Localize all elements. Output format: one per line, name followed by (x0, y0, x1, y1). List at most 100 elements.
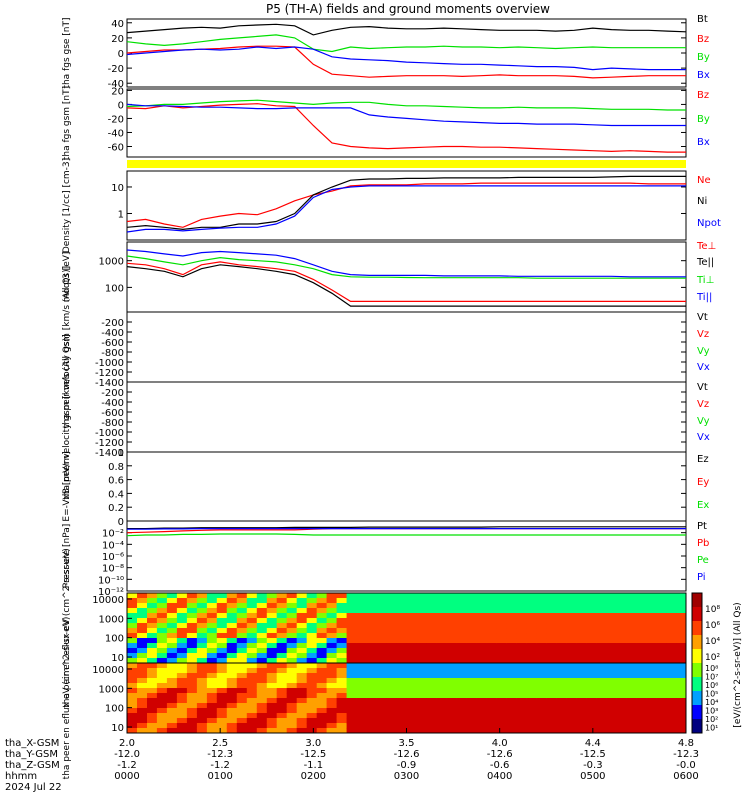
spec-cell (346, 693, 358, 699)
spec-cell (147, 723, 158, 729)
spec-cell (356, 663, 368, 669)
spec-cell (666, 728, 677, 734)
spec-cell (356, 683, 368, 689)
spec-cell (586, 698, 597, 704)
spec-cell (526, 713, 537, 719)
spec-cell (536, 678, 547, 684)
spec-cell (406, 618, 417, 624)
spec-cell (486, 638, 497, 644)
spec-cell (276, 593, 288, 599)
spec-cell (446, 668, 457, 674)
spec-cell (346, 688, 358, 694)
x-tick-label: 4.4 (585, 738, 601, 749)
spec-cell (426, 673, 437, 679)
spec-cell (586, 683, 597, 689)
y-tick-label: 0 (118, 49, 124, 60)
spec-cell (336, 698, 348, 704)
spec-cell (226, 703, 238, 709)
spec-cell (616, 658, 627, 664)
spec-cell (416, 668, 427, 674)
spec-cell (336, 713, 348, 719)
spec-cell (266, 673, 278, 679)
spec-cell (476, 688, 487, 694)
y-tick-label: 100 (105, 634, 124, 645)
spec-cell (147, 668, 158, 674)
colorbar-tick: 10² (705, 715, 718, 724)
spec-cell (436, 653, 447, 659)
x-tick-label: -12.5 (580, 749, 606, 760)
spec-cell (436, 598, 447, 604)
spec-cell (147, 598, 158, 604)
spec-cell (556, 638, 567, 644)
spec-cell (676, 633, 687, 639)
spec-cell (496, 648, 507, 654)
spec-cell (666, 603, 677, 609)
spec-cell (137, 623, 148, 629)
spec-cell (186, 638, 198, 644)
spec-cell (626, 608, 637, 614)
spec-cell (127, 683, 138, 689)
spec-cell (186, 723, 198, 729)
spec-cell (216, 693, 228, 699)
spec-cell (176, 728, 188, 734)
spec-cell (506, 593, 517, 599)
y-tick-label: 100 (105, 283, 124, 294)
spec-cell (246, 668, 258, 674)
spec-cell (636, 728, 647, 734)
spec-cell (266, 693, 278, 699)
spec-cell (196, 728, 208, 734)
spec-cell (266, 688, 278, 694)
spec-cell (326, 648, 338, 654)
spec-cell (546, 668, 557, 674)
spec-cell (636, 623, 647, 629)
spec-cell (386, 613, 397, 619)
spec-cell (636, 643, 647, 649)
spec-cell (336, 673, 348, 679)
spec-cell (556, 658, 567, 664)
spec-cell (296, 728, 308, 734)
spec-cell (596, 718, 607, 724)
spec-cell (616, 713, 627, 719)
spec-cell (466, 628, 477, 634)
spec-cell (426, 718, 437, 724)
spec-cell (566, 673, 577, 679)
spec-cell (576, 723, 587, 729)
spec-cell (546, 698, 557, 704)
spec-cell (486, 653, 497, 659)
spec-cell (546, 628, 557, 634)
spec-cell (506, 608, 517, 614)
spec-cell (296, 703, 308, 709)
spec-cell (196, 638, 208, 644)
spec-cell (636, 678, 647, 684)
spec-cell (137, 663, 148, 669)
spec-cell (566, 703, 577, 709)
spec-cell (326, 593, 338, 599)
spec-cell (676, 653, 687, 659)
spec-cell (656, 688, 667, 694)
spec-cell (446, 593, 457, 599)
spec-cell (246, 603, 258, 609)
spec-cell (676, 718, 687, 724)
spec-cell (556, 693, 567, 699)
spec-cell (216, 598, 228, 604)
spec-cell (266, 678, 278, 684)
spec-cell (526, 643, 537, 649)
spec-cell (316, 693, 328, 699)
spec-cell (406, 648, 417, 654)
spec-cell (137, 703, 148, 709)
y-tick-label: -600 (101, 338, 124, 349)
spec-cell (306, 703, 318, 709)
legend-Bx: Bx (697, 70, 710, 81)
spec-cell (336, 718, 348, 724)
spec-cell (656, 718, 667, 724)
spec-cell (676, 723, 687, 729)
spec-cell (137, 698, 148, 704)
spec-cell (296, 663, 308, 669)
spec-cell (256, 703, 268, 709)
spec-cell (586, 713, 597, 719)
spec-cell (556, 653, 567, 659)
spec-cell (446, 618, 457, 624)
spec-cell (256, 598, 268, 604)
